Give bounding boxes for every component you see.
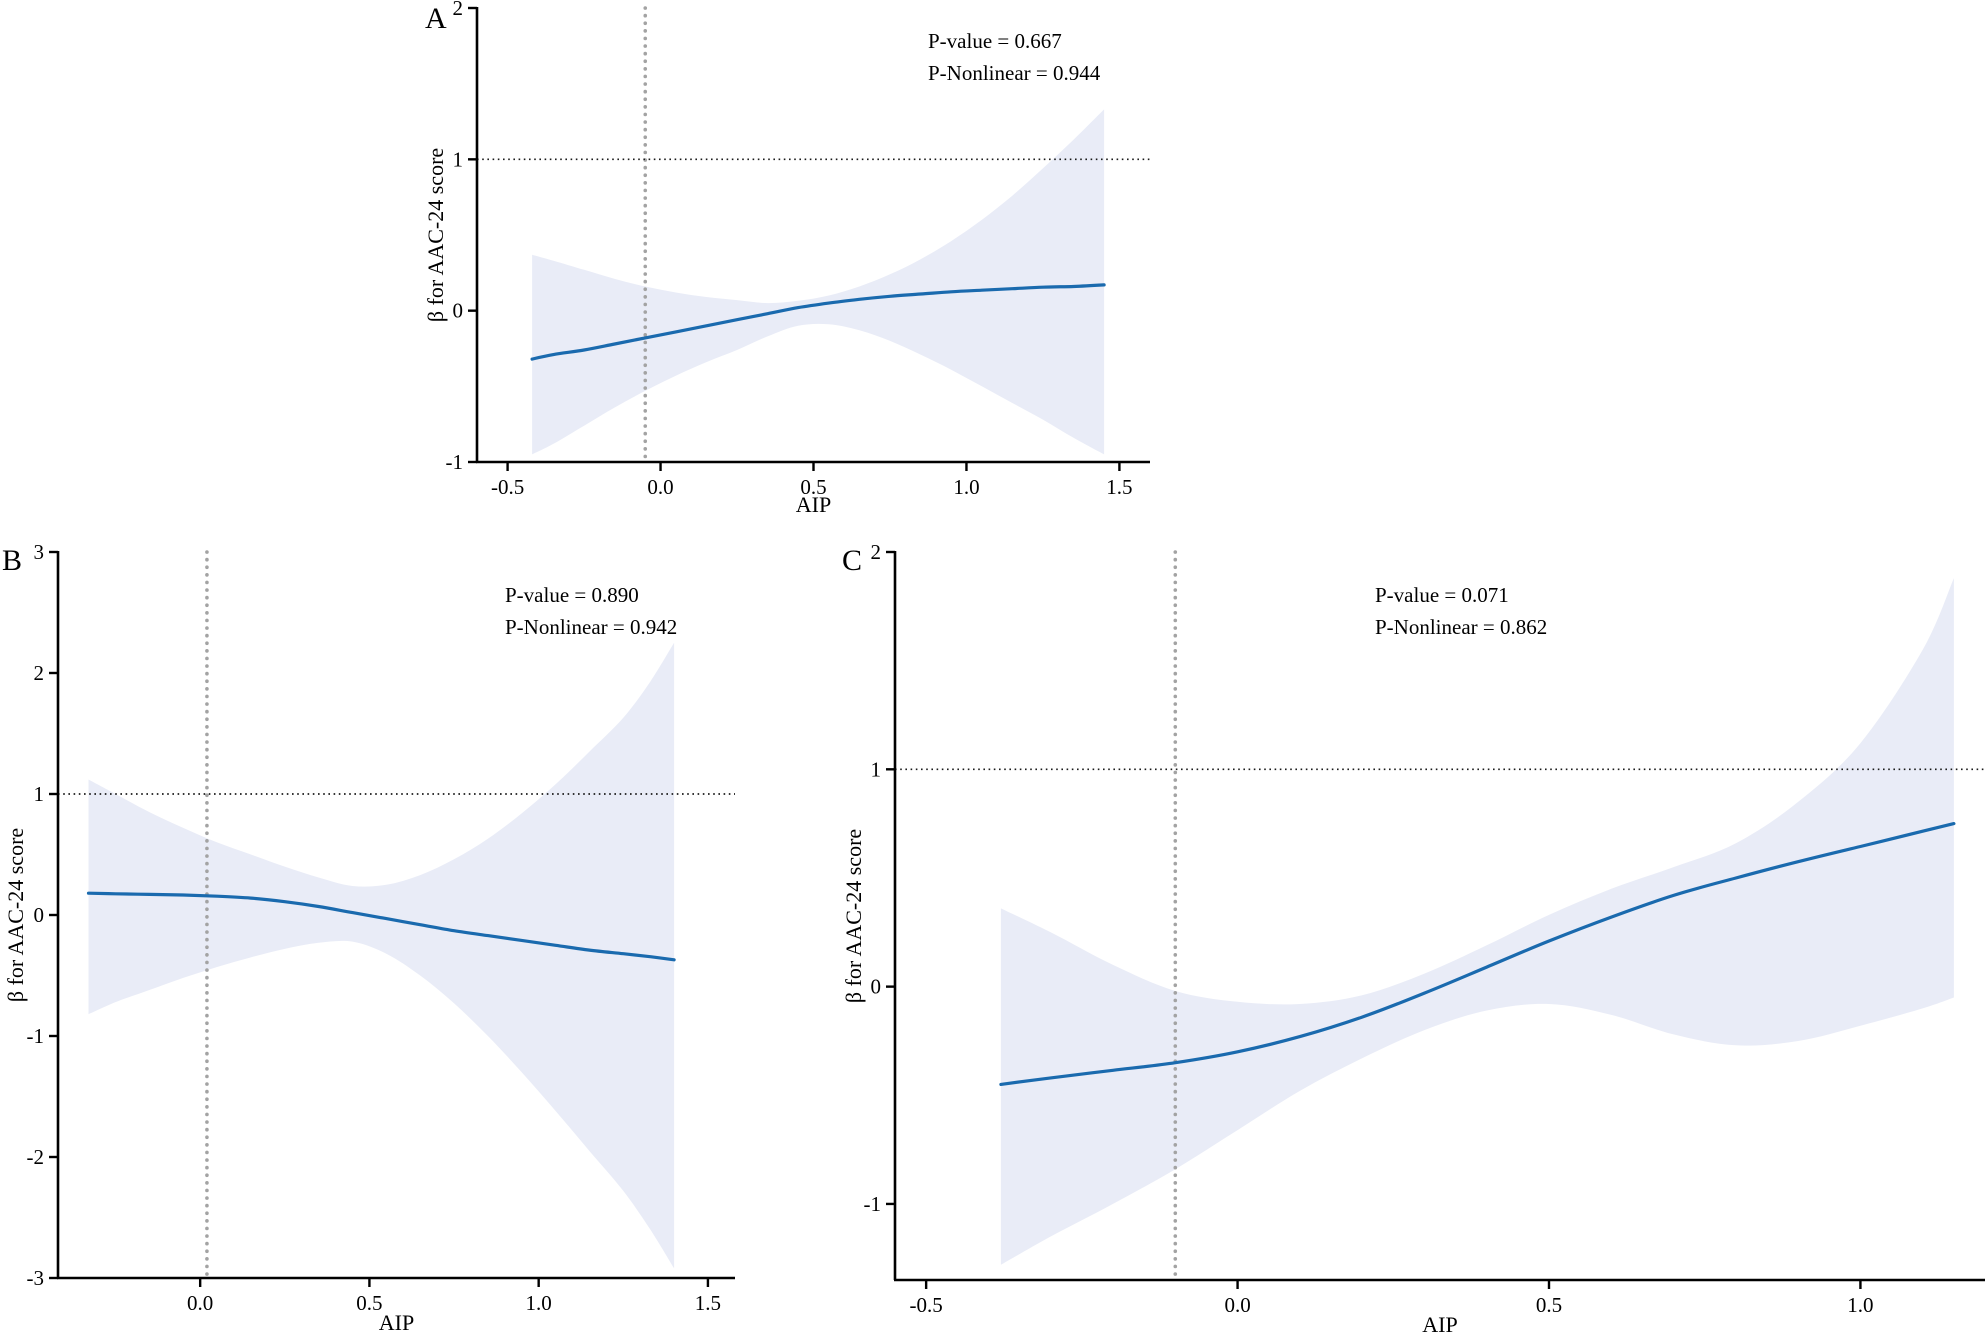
x-tick-label: 0.5 xyxy=(1536,1293,1562,1317)
y-axis-label: β for AAC-24 score xyxy=(841,828,866,1004)
y-tick-label: 2 xyxy=(453,0,464,20)
panel-c-pvalues: P-value = 0.071 P-Nonlinear = 0.862 xyxy=(1375,580,1547,643)
panel-b: B P-value = 0.890 P-Nonlinear = 0.942 -3… xyxy=(0,540,760,1336)
p-nonlinear-text: P-Nonlinear = 0.944 xyxy=(928,60,1101,85)
y-tick-label: -1 xyxy=(864,1192,882,1216)
y-tick-label: -1 xyxy=(446,450,464,474)
x-axis-label: AIP xyxy=(795,492,832,517)
y-tick-label: 0 xyxy=(34,903,45,927)
panel-a-label: A xyxy=(425,2,447,35)
x-tick-label: 0.0 xyxy=(1224,1293,1250,1317)
y-tick-label: 1 xyxy=(34,782,45,806)
x-axis-label: AIP xyxy=(1422,1312,1458,1337)
spline-curve xyxy=(999,822,1956,1086)
y-tick-label: -1 xyxy=(27,1024,45,1048)
panel-c: C P-value = 0.071 P-Nonlinear = 0.862 -1… xyxy=(830,540,1988,1337)
y-tick-label: 1 xyxy=(871,757,882,781)
y-tick-label: 2 xyxy=(871,540,882,564)
x-tick-label: 0.5 xyxy=(800,475,826,499)
x-tick-label: -0.5 xyxy=(910,1293,943,1317)
p-value-text: P-value = 0.667 xyxy=(928,29,1062,53)
y-tick-label: 2 xyxy=(34,661,45,685)
x-tick-label: 1.0 xyxy=(526,1291,552,1315)
x-tick-label: 1.5 xyxy=(695,1291,721,1315)
panel-a: A P-value = 0.667 P-Nonlinear = 0.944 -1… xyxy=(410,0,1170,530)
panel-b-chart: -3 -2 -1 0 1 2 3 0.0 0.5 1.0 1.5 xyxy=(27,540,735,1315)
x-tick-label: 0.5 xyxy=(356,1291,382,1315)
p-value-text: P-value = 0.890 xyxy=(505,583,639,607)
confidence-band xyxy=(1000,578,1954,1265)
y-tick-label: 3 xyxy=(34,540,45,564)
spline-curve xyxy=(530,283,1106,361)
panel-a-chart: -1 0 1 2 -0.5 0.0 0.5 1.0 1.5 xyxy=(446,0,1150,499)
confidence-band xyxy=(532,109,1105,455)
y-tick-label: -3 xyxy=(27,1266,45,1290)
p-value-text: P-value = 0.071 xyxy=(1375,583,1509,607)
panel-c-chart: -1 0 1 2 -0.5 0.0 0.5 1.0 xyxy=(864,540,1985,1317)
y-tick-label: 0 xyxy=(453,299,464,323)
y-tick-label: -2 xyxy=(27,1145,45,1169)
y-tick-label: 0 xyxy=(871,975,882,999)
y-axis-label: β for AAC-24 score xyxy=(423,147,448,323)
x-tick-label: 1.0 xyxy=(1847,1293,1873,1317)
x-tick-label: 0.0 xyxy=(187,1291,213,1315)
x-tick-label: 0.0 xyxy=(647,475,673,499)
panel-b-pvalues: P-value = 0.890 P-Nonlinear = 0.942 xyxy=(505,580,677,643)
y-tick-label: 1 xyxy=(453,147,464,171)
x-tick-label: -0.5 xyxy=(491,475,524,499)
p-nonlinear-text: P-Nonlinear = 0.862 xyxy=(1375,614,1548,639)
panel-c-label: C xyxy=(842,544,863,577)
y-axis-label: β for AAC-24 score xyxy=(3,827,28,1003)
panel-a-pvalues: P-value = 0.667 P-Nonlinear = 0.944 xyxy=(928,26,1100,89)
p-nonlinear-text: P-Nonlinear = 0.942 xyxy=(505,614,678,639)
x-tick-label: 1.5 xyxy=(1106,475,1132,499)
panel-b-label: B xyxy=(2,544,23,577)
spline-curve xyxy=(86,891,676,962)
x-tick-label: 1.0 xyxy=(953,475,979,499)
confidence-band xyxy=(88,642,675,1269)
x-axis-label: AIP xyxy=(378,1310,415,1335)
